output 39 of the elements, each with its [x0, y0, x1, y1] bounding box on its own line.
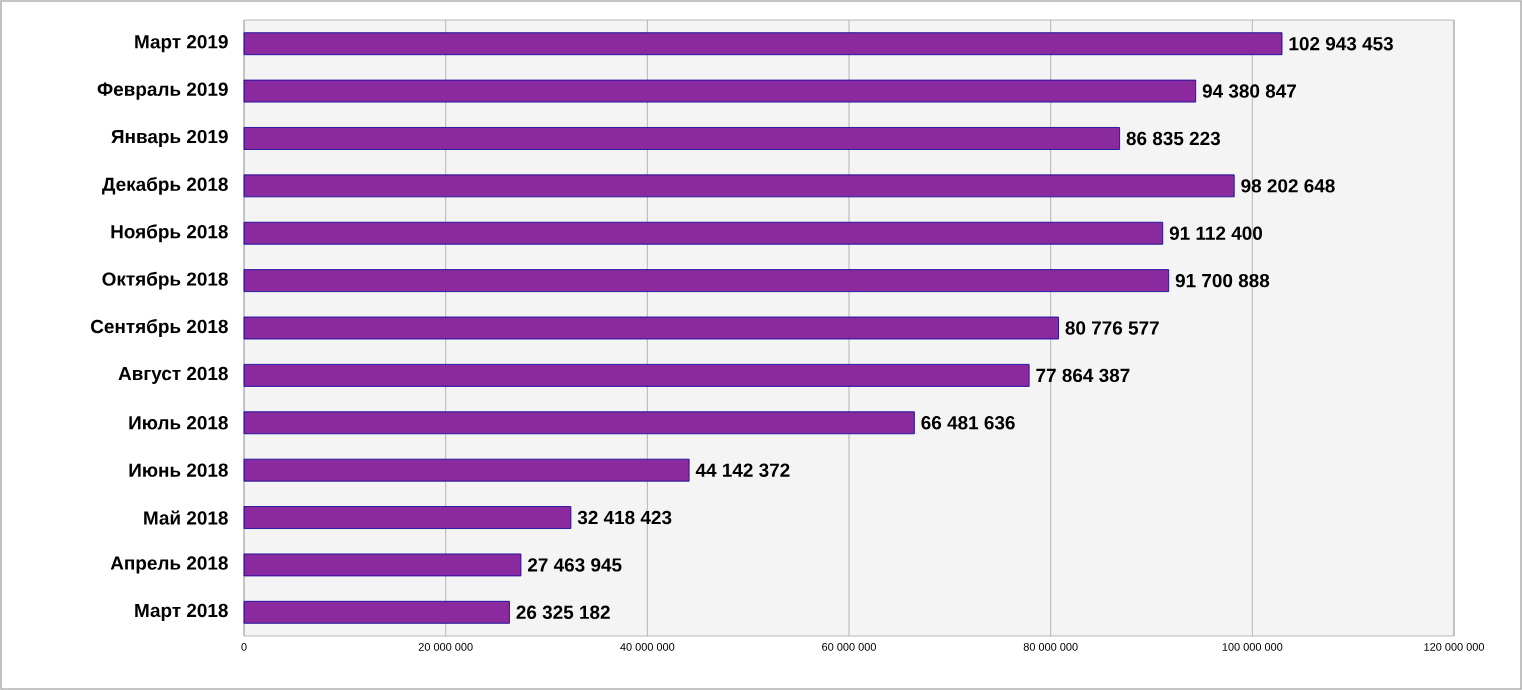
data-label: 98 202 648: [1241, 179, 1335, 193]
bar: [243, 506, 572, 529]
data-label: 32 418 423: [577, 510, 672, 525]
y-tick-label: Январь 2019: [111, 129, 228, 148]
data-label: 44 142 372: [695, 463, 790, 477]
data-label: 66 481 636: [921, 416, 1015, 430]
y-tick-label: Июль 2018: [129, 416, 228, 430]
y-tick-label: Апрель 2018: [110, 556, 228, 574]
data-label: 94 380 847: [1202, 84, 1296, 98]
data-label: 77 864 387: [1036, 368, 1130, 383]
bar: [243, 458, 690, 482]
y-tick-label: Май 2018: [144, 510, 228, 525]
y-tick-label: Август 2018: [118, 366, 228, 384]
data-label: 86 835 223: [1126, 131, 1221, 146]
data-label: 80 776 577: [1065, 321, 1159, 335]
data-label: 26 325 182: [516, 605, 610, 620]
data-label: 102 943 453: [1289, 36, 1393, 51]
bar: [243, 127, 1120, 150]
y-tick-label: Сентябрь 2018: [91, 319, 228, 337]
y-tick-label: Ноябрь 2018: [111, 224, 228, 243]
y-tick-label: Февраль 2019: [97, 82, 228, 100]
bar: [243, 600, 510, 624]
data-label: 91 112 400: [1169, 226, 1263, 240]
bar: [243, 79, 1197, 103]
bar: [243, 174, 1235, 198]
bar: [243, 363, 1030, 387]
bar: [243, 221, 1164, 245]
data-label: 27 463 945: [527, 558, 622, 572]
y-tick-label: Декабрь 2018: [102, 176, 228, 195]
bar: [243, 553, 522, 577]
bar: [243, 269, 1170, 293]
bar: [243, 411, 915, 435]
y-tick-label: Июнь 2018: [129, 463, 228, 477]
data-label: 91 700 888: [1175, 273, 1270, 288]
y-tick-label: Март 2019: [135, 35, 228, 53]
y-tick-label: Март 2018: [135, 603, 228, 621]
bar: [243, 32, 1283, 56]
y-tick-label: Октябрь 2018: [102, 271, 228, 290]
bar: [243, 316, 1059, 340]
